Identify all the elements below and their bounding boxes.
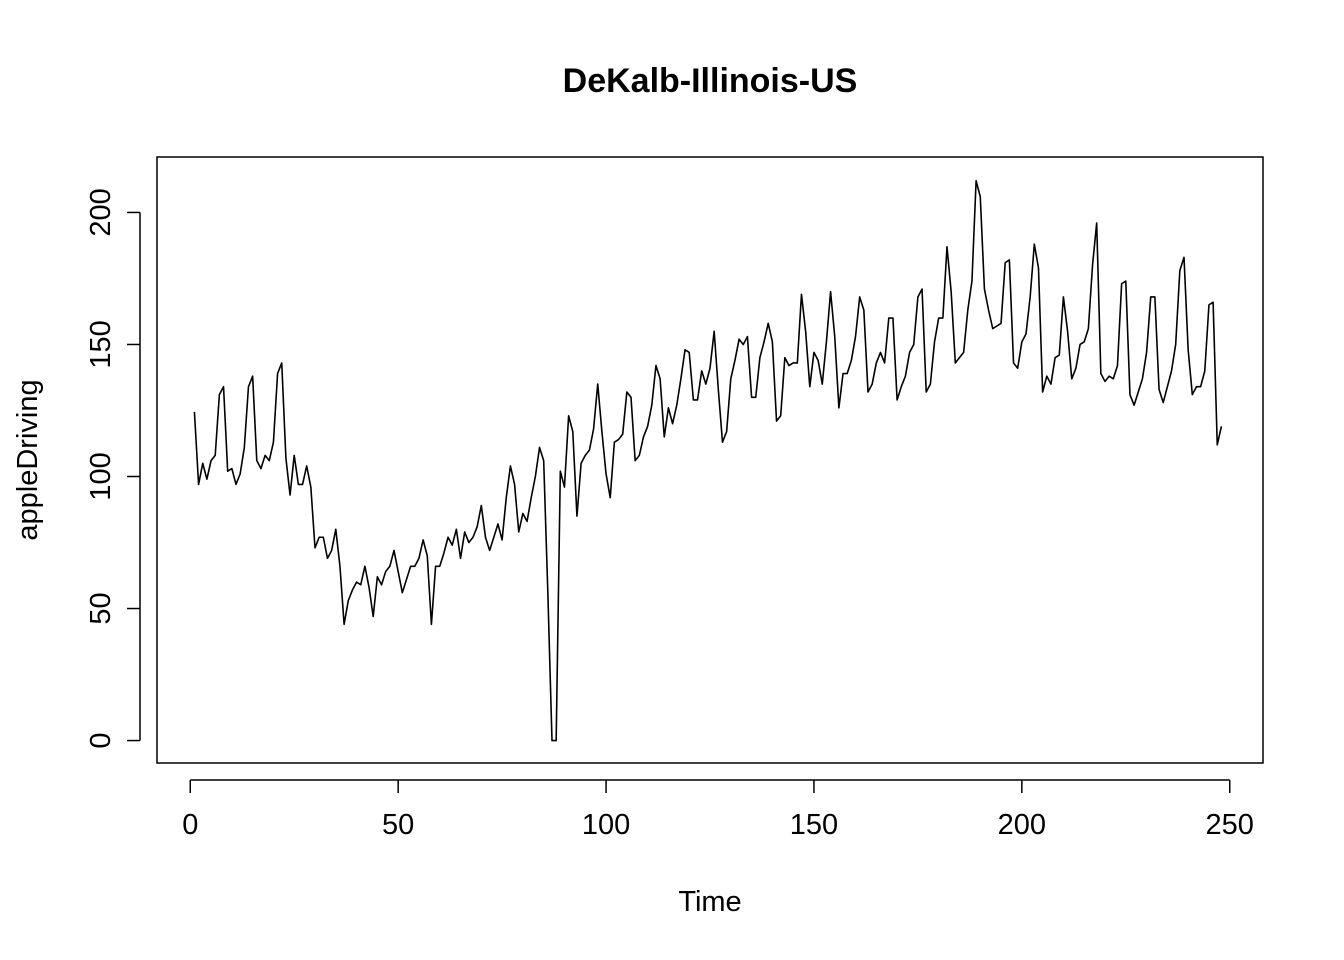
y-axis: 0 50 100 150 200 (85, 188, 141, 749)
x-tick-label: 0 (182, 809, 198, 841)
x-tick-label: 100 (582, 809, 630, 841)
series-layer (193, 179, 1223, 742)
y-tick-label: 100 (85, 452, 117, 500)
x-axis: 0 50 100 150 200 250 (182, 779, 1254, 841)
x-axis-label: Time (678, 886, 741, 918)
x-tick-label: 150 (790, 809, 838, 841)
x-tick-label: 200 (998, 809, 1046, 841)
y-tick-label: 50 (85, 592, 117, 624)
x-tick-label: 50 (382, 809, 414, 841)
y-tick-label: 200 (85, 188, 117, 236)
y-tick-label: 150 (85, 320, 117, 368)
y-axis-label: appleDriving (12, 379, 44, 540)
series-line (193, 179, 1223, 742)
chart-title: DeKalb-Illinois-US (563, 62, 858, 100)
y-tick-label: 0 (85, 732, 117, 748)
x-tick-label: 250 (1206, 809, 1254, 841)
plot-area-box (156, 156, 1264, 764)
